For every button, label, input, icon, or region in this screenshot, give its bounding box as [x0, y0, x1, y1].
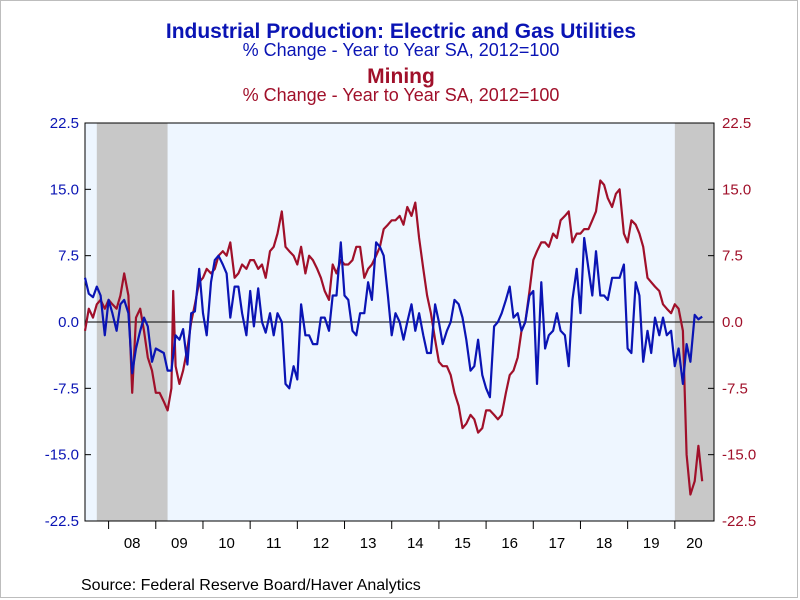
y-tick-label-right: -15.0 — [722, 447, 756, 464]
y-tick-label-left: 22.5 — [50, 115, 79, 132]
chart-subtitle-2: % Change - Year to Year SA, 2012=100 — [242, 85, 560, 105]
y-tick-label-left: 7.5 — [58, 248, 79, 265]
x-tick-label: 08 — [124, 535, 141, 552]
y-tick-label-left: 0.0 — [58, 314, 79, 331]
y-tick-label-right: 15.0 — [722, 181, 751, 198]
y-tick-label-right: 7.5 — [722, 248, 743, 265]
x-tick-label: 13 — [360, 535, 377, 552]
y-tick-label-right: 0.0 — [722, 314, 743, 331]
x-tick-label: 20 — [686, 535, 703, 552]
x-tick-label: 15 — [454, 535, 471, 552]
x-tick-label: 09 — [171, 535, 188, 552]
x-tick-label: 14 — [407, 535, 424, 552]
x-tick-label: 17 — [549, 535, 566, 552]
y-tick-label-left: -7.5 — [53, 380, 79, 397]
x-tick-label: 10 — [218, 535, 235, 552]
y-tick-label-left: -15.0 — [45, 447, 79, 464]
source-note: Source: Federal Reserve Board/Haver Anal… — [81, 577, 421, 594]
chart-title: Industrial Production: Electric and Gas … — [165, 20, 637, 43]
x-tick-label: 16 — [501, 535, 518, 552]
y-tick-label-right: -7.5 — [722, 380, 748, 397]
chart-subtitle: % Change - Year to Year SA, 2012=100 — [242, 40, 560, 60]
chart-title-2: Mining — [367, 65, 435, 88]
x-tick-label: 11 — [266, 535, 282, 552]
y-tick-label-left: -22.5 — [45, 513, 79, 530]
x-tick-label: 18 — [596, 535, 613, 552]
series-line-utilities — [83, 236, 703, 399]
x-tick-label: 19 — [643, 535, 660, 552]
y-tick-label-right: -22.5 — [722, 513, 756, 530]
y-tick-label-left: 15.0 — [50, 181, 79, 198]
y-tick-label-right: 22.5 — [722, 115, 751, 132]
series-line-mining — [83, 179, 704, 496]
x-tick-label: 12 — [313, 535, 330, 552]
